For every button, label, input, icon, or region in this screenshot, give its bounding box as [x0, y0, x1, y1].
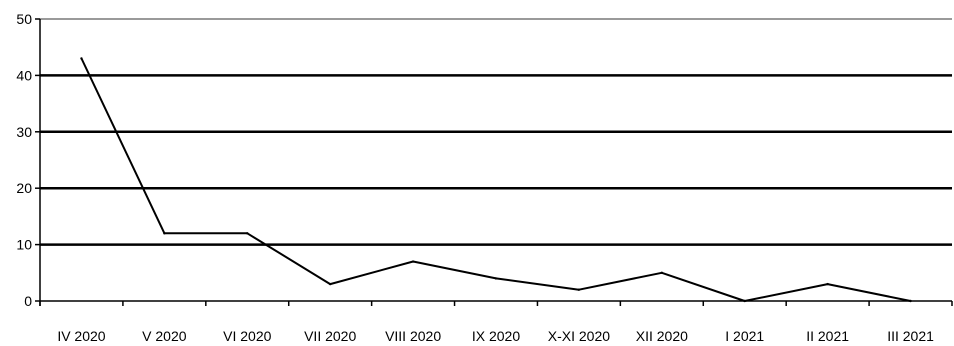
data-point — [246, 232, 249, 235]
x-tick-label: VI 2020 — [223, 328, 271, 344]
data-point — [494, 277, 498, 280]
x-tick-label: VII 2020 — [304, 328, 356, 344]
data-point — [328, 282, 332, 286]
gridlines — [40, 18, 952, 246]
data-point — [826, 282, 829, 286]
x-tick-label: IX 2020 — [472, 328, 520, 344]
y-tick-label: 30 — [16, 124, 32, 140]
data-point — [80, 57, 83, 60]
data-point — [577, 288, 581, 291]
y-tick-label: 40 — [16, 67, 32, 83]
series-line-group — [80, 57, 912, 303]
data-point — [163, 232, 166, 235]
x-tick-label: V 2020 — [142, 328, 187, 344]
axes — [35, 18, 953, 306]
data-point — [660, 271, 664, 274]
x-tick-label: II 2021 — [806, 328, 849, 344]
x-tick-label: X-XI 2020 — [548, 328, 610, 344]
x-tick-label: VIII 2020 — [385, 328, 441, 344]
data-point — [411, 260, 415, 263]
x-tick-labels: IV 2020 V 2020 VI 2020 VII 2020 VIII 2020 IX … — [57, 328, 934, 344]
x-tick-label: IV 2020 — [57, 328, 105, 344]
y-tick-label: 0 — [24, 293, 32, 309]
x-tick-label: XII 2020 — [636, 328, 688, 344]
data-point — [743, 299, 746, 303]
series-line — [80, 58, 911, 302]
y-tick-labels: 0 10 20 30 40 50 — [16, 11, 32, 309]
data-point — [909, 299, 912, 303]
y-tick-label: 10 — [16, 237, 32, 253]
y-tick-label: 20 — [16, 180, 32, 196]
x-tick-label: I 2021 — [725, 328, 764, 344]
x-tick-label: III 2021 — [887, 328, 934, 344]
y-tick-label: 50 — [16, 11, 32, 27]
